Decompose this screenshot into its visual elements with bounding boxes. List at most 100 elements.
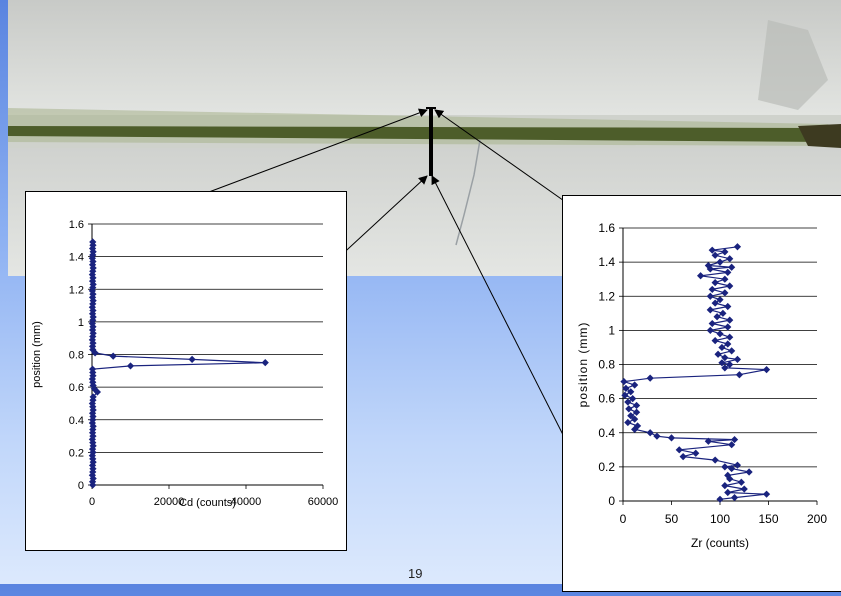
data-point: [89, 329, 97, 337]
data-point: [762, 490, 771, 498]
y-tick-label: 1.2: [69, 284, 84, 296]
data-point: [89, 238, 97, 246]
data-point: [88, 261, 97, 269]
data-point: [109, 352, 117, 360]
data-point: [726, 333, 734, 341]
y-tick-label: 1.6: [598, 221, 615, 235]
data-point: [88, 452, 96, 460]
data-point: [88, 435, 96, 443]
data-point: [719, 309, 727, 317]
y-tick-label: 1: [608, 323, 615, 337]
data-point: [88, 326, 97, 334]
sample-photo: [8, 0, 841, 276]
data-point: [620, 377, 628, 386]
data-point: [733, 461, 742, 469]
data-point: [726, 255, 734, 263]
data-point: [89, 403, 97, 411]
data-point: [711, 279, 719, 287]
y-tick-label: 1.2: [598, 289, 615, 303]
data-point: [733, 355, 742, 363]
data-point: [93, 388, 101, 396]
data-point: [708, 319, 716, 328]
data-point: [724, 302, 732, 311]
data-point: [89, 474, 97, 483]
x-tick-label: 50: [665, 512, 679, 526]
data-point: [89, 378, 97, 386]
data-point: [627, 412, 635, 420]
series-line: [91, 241, 266, 486]
data-point: [679, 453, 687, 461]
data-point: [88, 277, 97, 285]
data-point: [126, 362, 135, 370]
x-tick-label: 0: [620, 512, 627, 526]
data-point: [89, 406, 97, 414]
data-point: [91, 349, 99, 357]
y-tick-label: 0: [608, 494, 615, 508]
data-point: [721, 463, 729, 471]
cd-chart: 0 0.2 0.4 0.6 0.8 1 1.2 1.4 1.6 0 20000 40000 60000 C…: [31, 219, 338, 509]
data-point: [706, 326, 714, 334]
data-point: [624, 418, 632, 427]
data-point: [89, 381, 97, 390]
data-point: [88, 471, 96, 479]
data-point: [646, 374, 654, 382]
data-point: [621, 391, 629, 399]
data-point: [629, 395, 637, 403]
data-point: [653, 432, 661, 440]
data-point: [724, 471, 732, 480]
x-tick-label: 200: [807, 512, 827, 526]
data-point: [745, 468, 753, 476]
data-point: [724, 268, 732, 276]
data-point: [762, 366, 771, 374]
data-point: [728, 263, 736, 271]
data-point: [716, 330, 724, 338]
data-point: [711, 456, 719, 464]
data-point: [708, 246, 716, 254]
data-point: [726, 360, 734, 369]
data-point: [88, 478, 97, 486]
data-point: [721, 275, 729, 283]
data-point: [627, 388, 635, 396]
data-point: [728, 347, 736, 355]
data-point: [718, 359, 726, 367]
data-point: [740, 485, 748, 493]
y-tick-label: 1: [78, 317, 84, 329]
data-point: [89, 458, 97, 466]
data-point: [632, 401, 641, 410]
y-tick-label: 1.6: [69, 219, 84, 231]
y-tick-label: 0.4: [598, 426, 615, 440]
data-point: [704, 437, 712, 445]
data-point: [88, 409, 97, 417]
x-tick-label: 20000: [154, 496, 185, 508]
y-tick-label: 0.2: [69, 447, 84, 459]
data-point: [716, 258, 724, 266]
data-point: [188, 355, 196, 363]
data-point: [89, 422, 97, 430]
x-axis-label: Cd (counts): [179, 497, 236, 509]
data-point: [632, 408, 641, 416]
data-point: [714, 350, 722, 358]
y-tick-label: 0.6: [69, 382, 84, 394]
zr-chart-box: 0 0.2 0.4 0.6 0.8 1 1.2 1.4 1.6 0 50 100 150 200 Zr (c…: [562, 195, 841, 592]
data-point: [646, 429, 654, 437]
data-point: [726, 282, 734, 290]
data-point: [711, 337, 719, 345]
data-point: [88, 461, 97, 470]
data-point: [88, 293, 97, 302]
data-point: [724, 488, 732, 497]
data-point: [667, 434, 676, 442]
data-point: [724, 323, 732, 331]
data-point: [88, 244, 97, 253]
y-tick-label: 1.4: [598, 255, 615, 269]
y-tick-label: 0.6: [598, 392, 615, 406]
data-point: [716, 495, 724, 503]
data-point: [737, 478, 745, 486]
x-tick-label: 100: [710, 512, 730, 526]
y-tick-label: 0.2: [598, 460, 615, 474]
x-tick-label: 0: [89, 496, 95, 508]
y-tick-label: 0.4: [69, 415, 84, 427]
data-point: [692, 449, 700, 457]
data-point: [713, 313, 721, 321]
data-point: [89, 442, 97, 450]
data-point: [735, 371, 743, 379]
